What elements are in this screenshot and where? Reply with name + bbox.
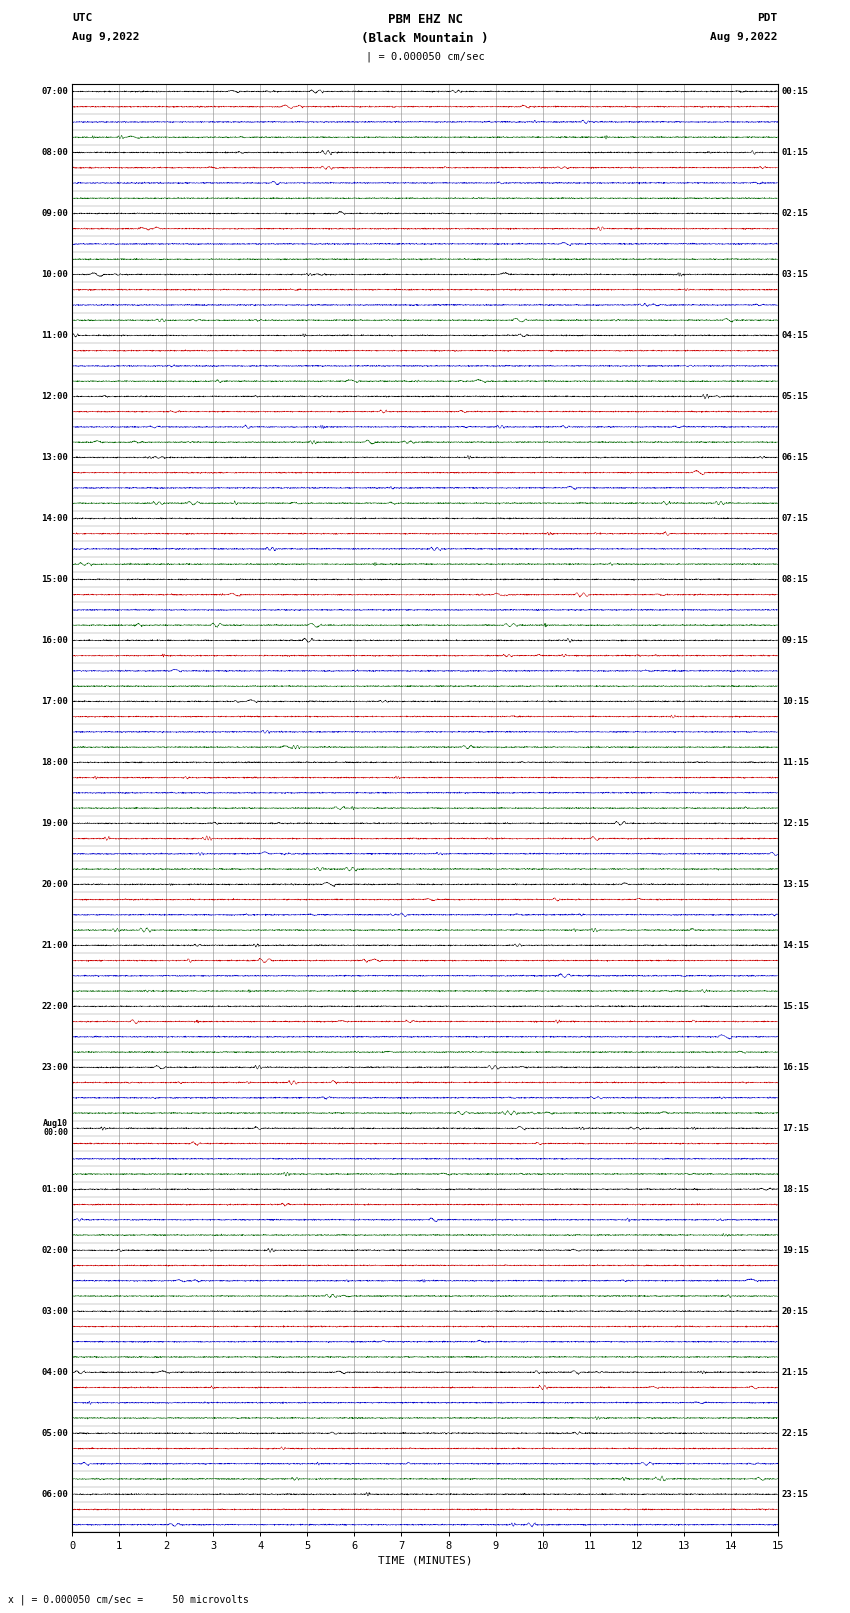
Text: 00:00: 00:00	[43, 1129, 68, 1137]
Text: 08:00: 08:00	[41, 148, 68, 156]
Text: 00:15: 00:15	[782, 87, 809, 97]
Text: x | = 0.000050 cm/sec =     50 microvolts: x | = 0.000050 cm/sec = 50 microvolts	[8, 1594, 249, 1605]
Text: Aug 9,2022: Aug 9,2022	[711, 32, 778, 42]
Text: 06:15: 06:15	[782, 453, 809, 461]
Text: 17:00: 17:00	[41, 697, 68, 706]
Text: 16:15: 16:15	[782, 1063, 809, 1071]
Text: 14:15: 14:15	[782, 940, 809, 950]
Text: 05:00: 05:00	[41, 1429, 68, 1437]
Text: 19:15: 19:15	[782, 1245, 809, 1255]
Text: 17:15: 17:15	[782, 1124, 809, 1132]
Text: 20:00: 20:00	[41, 879, 68, 889]
Text: 14:00: 14:00	[41, 515, 68, 523]
Text: 15:00: 15:00	[41, 574, 68, 584]
Text: 03:15: 03:15	[782, 269, 809, 279]
Text: 09:00: 09:00	[41, 210, 68, 218]
Text: 12:15: 12:15	[782, 819, 809, 827]
Text: 06:00: 06:00	[41, 1490, 68, 1498]
Text: 01:15: 01:15	[782, 148, 809, 156]
Text: UTC: UTC	[72, 13, 93, 23]
Text: 10:15: 10:15	[782, 697, 809, 706]
Text: 13:00: 13:00	[41, 453, 68, 461]
Text: 11:15: 11:15	[782, 758, 809, 766]
Text: 13:15: 13:15	[782, 879, 809, 889]
Text: 15:15: 15:15	[782, 1002, 809, 1011]
Text: 09:15: 09:15	[782, 636, 809, 645]
X-axis label: TIME (MINUTES): TIME (MINUTES)	[377, 1555, 473, 1566]
Text: PBM EHZ NC: PBM EHZ NC	[388, 13, 462, 26]
Text: 07:00: 07:00	[41, 87, 68, 97]
Text: Aug10: Aug10	[43, 1119, 68, 1127]
Text: 02:15: 02:15	[782, 210, 809, 218]
Text: 18:15: 18:15	[782, 1186, 809, 1194]
Text: 05:15: 05:15	[782, 392, 809, 402]
Text: 21:15: 21:15	[782, 1368, 809, 1378]
Text: 07:15: 07:15	[782, 515, 809, 523]
Text: | = 0.000050 cm/sec: | = 0.000050 cm/sec	[366, 52, 484, 63]
Text: 10:00: 10:00	[41, 269, 68, 279]
Text: 04:00: 04:00	[41, 1368, 68, 1378]
Text: 23:00: 23:00	[41, 1063, 68, 1071]
Text: 22:15: 22:15	[782, 1429, 809, 1437]
Text: Aug 9,2022: Aug 9,2022	[72, 32, 139, 42]
Text: 08:15: 08:15	[782, 574, 809, 584]
Text: 19:00: 19:00	[41, 819, 68, 827]
Text: 02:00: 02:00	[41, 1245, 68, 1255]
Text: 18:00: 18:00	[41, 758, 68, 766]
Text: 23:15: 23:15	[782, 1490, 809, 1498]
Text: 20:15: 20:15	[782, 1307, 809, 1316]
Text: 12:00: 12:00	[41, 392, 68, 402]
Text: 22:00: 22:00	[41, 1002, 68, 1011]
Text: 16:00: 16:00	[41, 636, 68, 645]
Text: 03:00: 03:00	[41, 1307, 68, 1316]
Text: 01:00: 01:00	[41, 1186, 68, 1194]
Text: 21:00: 21:00	[41, 940, 68, 950]
Text: 11:00: 11:00	[41, 331, 68, 340]
Text: (Black Mountain ): (Black Mountain )	[361, 32, 489, 45]
Text: PDT: PDT	[757, 13, 778, 23]
Text: 04:15: 04:15	[782, 331, 809, 340]
